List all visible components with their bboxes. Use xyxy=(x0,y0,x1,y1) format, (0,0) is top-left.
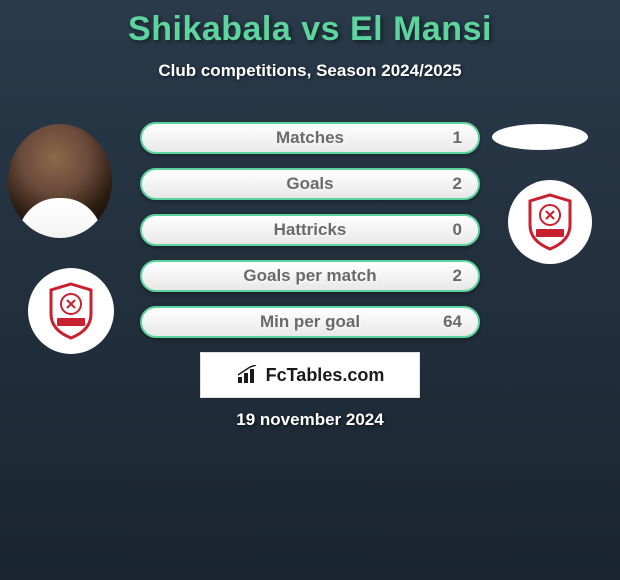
stat-value: 1 xyxy=(453,128,462,148)
stat-value: 64 xyxy=(443,312,462,332)
shield-icon xyxy=(526,193,574,251)
stat-label: Matches xyxy=(276,128,344,148)
stat-label: Goals xyxy=(286,174,333,194)
brand-text: FcTables.com xyxy=(266,365,385,386)
stat-value: 0 xyxy=(453,220,462,240)
stat-label: Min per goal xyxy=(260,312,360,332)
stat-value: 2 xyxy=(453,174,462,194)
shield-icon xyxy=(47,282,95,340)
player-left-photo xyxy=(8,124,112,238)
stats-list: Matches 1 Goals 2 Hattricks 0 Goals per … xyxy=(140,122,480,352)
stat-value: 2 xyxy=(453,266,462,286)
stat-row: Min per goal 64 xyxy=(140,306,480,338)
stat-row: Goals per match 2 xyxy=(140,260,480,292)
stat-row: Matches 1 xyxy=(140,122,480,154)
stat-row: Goals 2 xyxy=(140,168,480,200)
stat-label: Goals per match xyxy=(243,266,376,286)
stat-row: Hattricks 0 xyxy=(140,214,480,246)
date-label: 19 november 2024 xyxy=(0,410,620,430)
comparison-subtitle: Club competitions, Season 2024/2025 xyxy=(0,61,620,81)
club-right-badge xyxy=(508,180,592,264)
club-left-badge xyxy=(28,268,114,354)
stat-label: Hattricks xyxy=(274,220,347,240)
brand-attribution[interactable]: FcTables.com xyxy=(200,352,420,398)
chart-icon xyxy=(236,365,260,385)
comparison-title: Shikabala vs El Mansi xyxy=(0,0,620,49)
player-right-placeholder xyxy=(492,124,588,150)
